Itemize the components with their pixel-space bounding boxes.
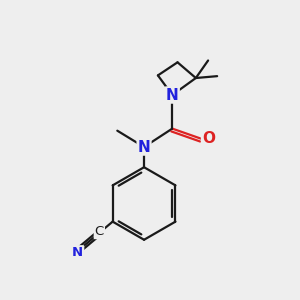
Text: N: N [72, 246, 83, 259]
Text: N: N [138, 140, 150, 154]
Text: N: N [166, 88, 179, 103]
Text: C: C [95, 225, 104, 238]
Text: O: O [202, 131, 215, 146]
